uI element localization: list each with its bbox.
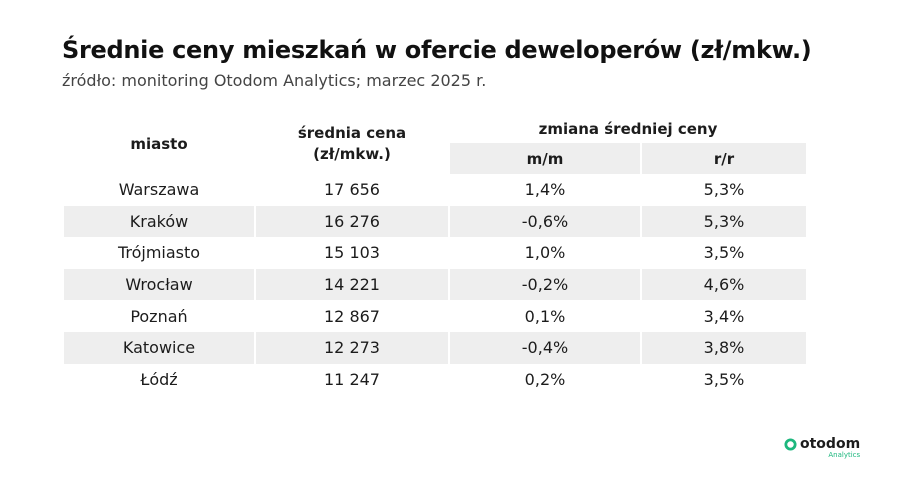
header-city: miasto	[130, 135, 188, 153]
price-table: miasto średnia cena (zł/mkw.) zmiana śre…	[62, 114, 808, 395]
cell-city: Poznań	[130, 306, 188, 326]
cell-mm: -0,2%	[450, 268, 640, 301]
table-row: Łódź 11 247 0,2% 3,5%	[64, 364, 806, 396]
cell-price: 12 273	[256, 331, 448, 364]
otodom-logo-icon	[784, 438, 797, 451]
table-row: Warszawa 17 656 1,4% 5,3%	[64, 174, 806, 206]
cell-city: Łódź	[140, 369, 178, 389]
table-row: Trójmiasto 15 103 1,0% 3,5%	[64, 237, 806, 269]
header-change-group: zmiana średniej ceny	[538, 119, 718, 138]
cell-rr: 4,6%	[642, 268, 806, 301]
cell-city: Trójmiasto	[117, 243, 201, 263]
cell-rr: 5,3%	[642, 205, 806, 238]
table-row: Kraków 16 276 -0,6% 5,3%	[64, 205, 806, 238]
logo-name: otodom	[800, 436, 861, 452]
cell-rr: 5,3%	[703, 180, 745, 200]
cell-mm: 0,2%	[524, 369, 566, 389]
cell-rr: 3,8%	[642, 331, 806, 364]
cell-rr: 3,4%	[703, 306, 745, 326]
cell-city: Warszawa	[118, 180, 200, 200]
cell-city: Katowice	[64, 331, 254, 364]
cell-mm: 1,4%	[524, 180, 566, 200]
cell-mm: -0,6%	[450, 205, 640, 238]
table-header: miasto średnia cena (zł/mkw.) zmiana śre…	[64, 114, 806, 174]
cell-city: Kraków	[64, 205, 254, 238]
cell-rr: 3,5%	[703, 243, 745, 263]
header-price-line1: średnia cena	[297, 124, 407, 142]
header-price: średnia cena (zł/mkw.)	[256, 114, 448, 174]
header-rr: r/r	[642, 143, 806, 174]
table-row: Poznań 12 867 0,1% 3,4%	[64, 300, 806, 332]
cell-mm: -0,4%	[450, 331, 640, 364]
cell-mm: 1,0%	[524, 243, 566, 263]
cell-rr: 3,5%	[703, 369, 745, 389]
cell-mm: 0,1%	[524, 306, 566, 326]
cell-price: 15 103	[324, 243, 380, 263]
logo-sub: Analytics	[828, 451, 861, 459]
header-mm: m/m	[450, 143, 640, 174]
table-row: Katowice 12 273 -0,4% 3,8%	[64, 331, 806, 364]
table-row: Wrocław 14 221 -0,2% 4,6%	[64, 268, 806, 301]
cell-city: Wrocław	[64, 268, 254, 301]
otodom-logo: otodom Analytics	[784, 436, 860, 459]
cell-price: 14 221	[256, 268, 448, 301]
chart-subtitle: źródło: monitoring Otodom Analytics; mar…	[62, 71, 487, 90]
cell-price: 16 276	[256, 205, 448, 238]
cell-price: 11 247	[324, 369, 380, 389]
cell-price: 17 656	[324, 180, 380, 200]
header-price-line2: (zł/mkw.)	[313, 145, 391, 163]
cell-price: 12 867	[324, 306, 380, 326]
chart-title: Średnie ceny mieszkań w ofercie dewelope…	[62, 36, 812, 64]
